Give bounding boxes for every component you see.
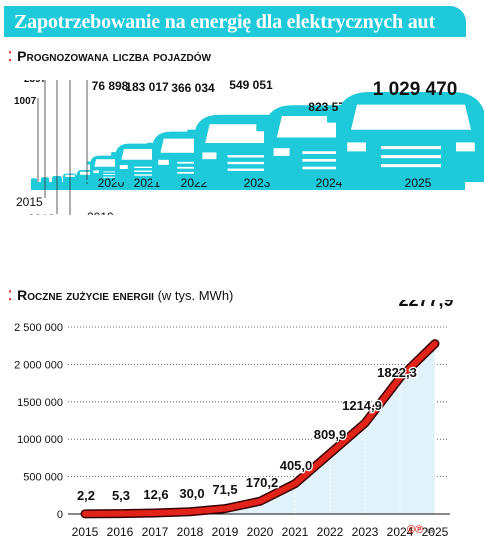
energy-section-title: Roczne zużycie energii bbox=[17, 287, 154, 303]
x-tick-label: 2025 bbox=[422, 525, 449, 539]
van-headlight bbox=[93, 170, 99, 174]
x-tick-label: 2017 bbox=[142, 525, 169, 539]
x-tick-label: 2019 bbox=[212, 525, 239, 539]
data-label: 1822,3 bbox=[377, 365, 417, 380]
x-tick-label: 2023 bbox=[352, 525, 379, 539]
van-grille-slat bbox=[134, 174, 160, 176]
van-headlight bbox=[347, 142, 366, 152]
vehicle-count-label: 76 898 bbox=[92, 80, 129, 93]
data-label: 170,2 bbox=[246, 475, 279, 490]
van-grille-slat bbox=[103, 174, 121, 176]
van-headlight bbox=[119, 165, 128, 169]
vehicle-count-label: 1007 bbox=[14, 96, 37, 107]
van-grille-slat bbox=[381, 155, 441, 159]
vehicles-section-title: Prognozowana liczba pojazdów bbox=[17, 48, 211, 64]
van-headlight bbox=[202, 152, 217, 160]
van-grille-slat bbox=[302, 151, 354, 154]
agency-name: NS bbox=[425, 529, 434, 535]
area-fill bbox=[85, 343, 435, 514]
data-label: 30,0 bbox=[179, 486, 204, 501]
data-label: 5,3 bbox=[112, 488, 130, 503]
data-label: 809,9 bbox=[314, 427, 347, 442]
vehicles-chart: 10072015239720165704201713 576201832 310… bbox=[14, 80, 484, 215]
van-grille-slat bbox=[302, 158, 354, 162]
van-mirror bbox=[187, 129, 196, 138]
y-tick-label: 500 000 bbox=[23, 472, 63, 484]
energy-section-heading: ⁚ Roczne zużycie energii (w tys. MWh) bbox=[8, 287, 233, 304]
copyright-mark: ©℗ bbox=[407, 524, 424, 536]
x-tick-label: 2021 bbox=[282, 525, 309, 539]
y-tick-label: 1000 000 bbox=[17, 434, 63, 446]
year-label: 2024 bbox=[316, 176, 343, 190]
van-headlight bbox=[456, 142, 475, 152]
data-label: 71,5 bbox=[212, 482, 237, 497]
year-label: 2019 bbox=[87, 210, 114, 215]
van-mirror bbox=[327, 111, 338, 123]
van-grille-slat bbox=[103, 176, 121, 178]
year-label: 2025 bbox=[405, 176, 432, 190]
bullet-icon: ⁚ bbox=[8, 49, 13, 64]
x-tick-label: 2024 bbox=[387, 525, 414, 539]
y-tick-label: 1500 000 bbox=[17, 397, 63, 409]
vehicle-icon bbox=[31, 178, 37, 182]
bullet-icon: ⁚ bbox=[8, 288, 13, 303]
van-grille-slat bbox=[227, 168, 273, 171]
van-grille-slat bbox=[134, 170, 160, 172]
vehicle-count-label: 366 034 bbox=[171, 81, 215, 95]
page-title: Zapotrzebowanie na energię dla elektrycz… bbox=[14, 11, 435, 33]
energy-chart: 0 500 000 1000 000 1500 000 2 000 000 2 500 0… bbox=[14, 300, 453, 539]
year-label: 2023 bbox=[244, 176, 271, 190]
van-mirror bbox=[256, 122, 266, 132]
vehicle-count-label: 1 029 470 bbox=[373, 80, 458, 100]
vehicles-section-heading: ⁚ Prognozowana liczba pojazdów bbox=[8, 48, 211, 65]
year-label: 2015 bbox=[16, 195, 43, 209]
van-headlight bbox=[273, 148, 290, 156]
van-mirror bbox=[146, 142, 153, 149]
van-grille-slat bbox=[227, 161, 273, 165]
van-windshield bbox=[351, 104, 471, 130]
x-tick-label: 2016 bbox=[107, 525, 134, 539]
agency-credit: ©℗ NS bbox=[407, 524, 434, 536]
x-tick-label: 2020 bbox=[247, 525, 274, 539]
x-tick-label: 2018 bbox=[177, 525, 204, 539]
van-grille-slat bbox=[134, 166, 160, 168]
van-grille-slat bbox=[227, 155, 273, 158]
energy-unit-label: (w tys. MWh) bbox=[157, 288, 234, 303]
y-tick-label: 0 bbox=[57, 509, 63, 521]
year-label: 2016 bbox=[28, 212, 55, 215]
vehicle-icon bbox=[327, 92, 484, 182]
x-tick-label: 2015 bbox=[72, 525, 99, 539]
data-label: 405,0 bbox=[280, 458, 313, 473]
data-label: 12,6 bbox=[143, 487, 168, 502]
van-headlight bbox=[158, 159, 169, 165]
data-label: 2,2 bbox=[77, 488, 95, 503]
title-banner-shape bbox=[4, 6, 466, 37]
series-line bbox=[82, 340, 438, 517]
y-tick-label: 2 500 000 bbox=[14, 322, 63, 334]
van-grille-slat bbox=[302, 166, 354, 170]
title-banner: Zapotrzebowanie na energię dla elektrycz… bbox=[4, 6, 466, 37]
van-body bbox=[31, 178, 37, 182]
van-grille-slat bbox=[381, 146, 441, 150]
van-grille-slat bbox=[103, 171, 121, 173]
road-strip bbox=[31, 182, 465, 190]
vehicle-count-label: 183 017 bbox=[125, 80, 169, 94]
van-grille-slat bbox=[381, 164, 441, 168]
data-label: 2277,9 bbox=[398, 300, 453, 310]
y-tick-label: 2 000 000 bbox=[14, 359, 63, 371]
van-mirror bbox=[111, 152, 116, 157]
vehicle-count-label: 549 051 bbox=[229, 80, 273, 92]
vehicle-count-label: 2397 bbox=[24, 80, 47, 85]
data-label: 1214,9 bbox=[342, 398, 382, 413]
x-tick-label: 2022 bbox=[317, 525, 344, 539]
van-mirror bbox=[87, 161, 91, 165]
